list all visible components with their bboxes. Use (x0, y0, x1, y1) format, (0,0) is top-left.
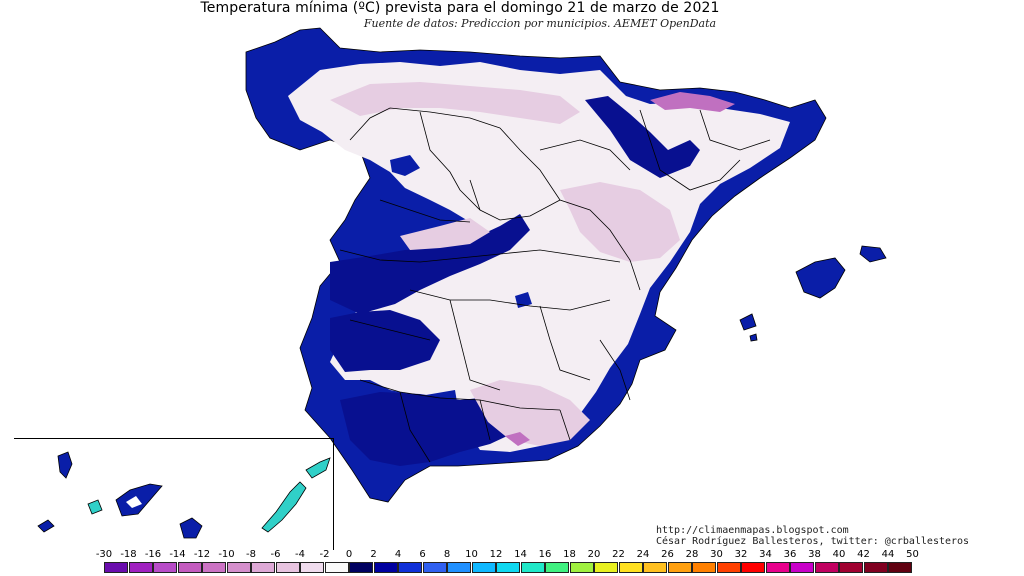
legend-tick-label: 28 (685, 549, 699, 560)
legend-swatch (422, 562, 447, 573)
legend-swatch (863, 562, 888, 573)
legend-swatch (251, 562, 275, 573)
tajo-valley-band (330, 214, 530, 314)
map-title: Temperatura mínima (ºC) prevista para el… (200, 0, 720, 16)
legend-swatch (226, 562, 251, 573)
canary-islands-inset-frame (14, 438, 334, 550)
legend-swatch (104, 562, 128, 573)
province-borders (339, 107, 771, 463)
legend-swatch (667, 562, 692, 573)
legend-tick-label: 8 (443, 549, 451, 560)
ibiza-island (739, 313, 757, 331)
legend-tick-label: 50 (906, 549, 919, 560)
legend-tick-label: 16 (538, 549, 552, 560)
legend-tick-label: 2 (370, 549, 377, 560)
formentera-island (749, 333, 758, 342)
el-hierro-island (37, 519, 55, 533)
legend-tick-label: -6 (270, 549, 281, 560)
legend-tick-label: -12 (193, 549, 211, 560)
legend-tick-label: 20 (587, 549, 601, 560)
legend-tick-label: -16 (144, 549, 162, 560)
legend-swatch (569, 562, 594, 573)
legend-tick-label: 18 (563, 549, 576, 560)
la-palma-island (57, 451, 73, 479)
legend-tick-labels: -30 -18 -16 -14 -12 -10 -8 -6 -4 -2 0 2 4 6 8 10 12 14 16 1… (0, 549, 1024, 561)
legend-swatch (594, 562, 618, 573)
legend-swatch (839, 562, 863, 573)
blog-url: http://climaenmapas.blogspot.com (656, 525, 849, 536)
legend-tick-label: 42 (857, 549, 870, 560)
legend-swatch (496, 562, 520, 573)
legend-swatch (888, 562, 912, 573)
legend-tick-label: 38 (808, 549, 821, 560)
legend-swatch (765, 562, 790, 573)
legend-tick-label: 30 (710, 549, 723, 560)
tenerife-teide-white (126, 496, 142, 508)
legend-tick-label: 26 (661, 549, 674, 560)
iberian-system-cold-zone (560, 182, 680, 262)
legend-swatch (373, 562, 398, 573)
central-system-cold-zone (400, 218, 490, 250)
legend-swatch (814, 562, 839, 573)
legend-swatch (128, 562, 153, 573)
la-gomera-island (87, 499, 103, 515)
legend-swatch (618, 562, 643, 573)
legend-swatch (153, 562, 177, 573)
legend-tick-label: 36 (783, 549, 797, 560)
legend-tick-label: 22 (612, 549, 625, 560)
legend-tick-label: 40 (832, 549, 846, 560)
legend-tick-label: 10 (465, 549, 478, 560)
legend-swatch (300, 562, 324, 573)
legend-tick-label: 0 (345, 549, 353, 560)
legend-tick-label: -4 (295, 549, 305, 560)
legend-swatch (790, 562, 814, 573)
temperature-color-legend (104, 562, 913, 574)
data-source-subtitle: Fuente de datos: Prediccion por municipi… (363, 17, 717, 30)
legend-swatch (716, 562, 741, 573)
pyrenees-cold-zone (650, 92, 735, 112)
legend-tick-label: 6 (419, 549, 426, 560)
fuerteventura-island (261, 481, 307, 533)
cantabrian-cold-zone (330, 82, 580, 124)
legend-swatch (202, 562, 226, 573)
legend-swatch (545, 562, 569, 573)
legend-tick-label: -2 (319, 549, 330, 560)
legend-tick-label: 32 (734, 549, 748, 560)
menorca-island (859, 245, 887, 263)
legend-swatch (398, 562, 422, 573)
legend-tick-label: 34 (759, 549, 772, 560)
ebro-valley-cold-band (585, 96, 700, 178)
legend-tick-label: -10 (218, 549, 235, 560)
gran-canaria-island (179, 517, 203, 539)
guadiana-valley-band (330, 310, 440, 372)
legend-tick-label: -18 (120, 549, 137, 560)
legend-tick-label: -14 (169, 549, 186, 560)
legend-tick-label: 24 (636, 549, 650, 560)
legend-swatch (471, 562, 496, 573)
lanzarote-island (305, 457, 331, 479)
sierra-nevada-cold-spot (505, 432, 530, 446)
legend-swatch (324, 562, 349, 573)
legend-swatch (643, 562, 667, 573)
legend-swatch (275, 562, 300, 573)
author-credit: César Rodríguez Ballesteros, twitter: @c… (656, 536, 970, 547)
legend-swatch (349, 562, 373, 573)
legend-swatch (447, 562, 471, 573)
legend-tick-label: 44 (881, 549, 895, 560)
legend-swatch (692, 562, 716, 573)
southeast-cold-zone (470, 380, 590, 446)
legend-swatch (520, 562, 545, 573)
legend-tick-label: 12 (489, 549, 503, 560)
duero-inner-patch (390, 155, 420, 176)
legend-swatch (741, 562, 765, 573)
legend-tick-label: -30 (95, 549, 113, 560)
mallorca-island (795, 257, 846, 299)
legend-tick-label: 4 (394, 549, 402, 560)
legend-tick-label: -8 (246, 549, 256, 560)
legend-tick-label: 14 (514, 549, 527, 560)
legend-swatch (177, 562, 202, 573)
